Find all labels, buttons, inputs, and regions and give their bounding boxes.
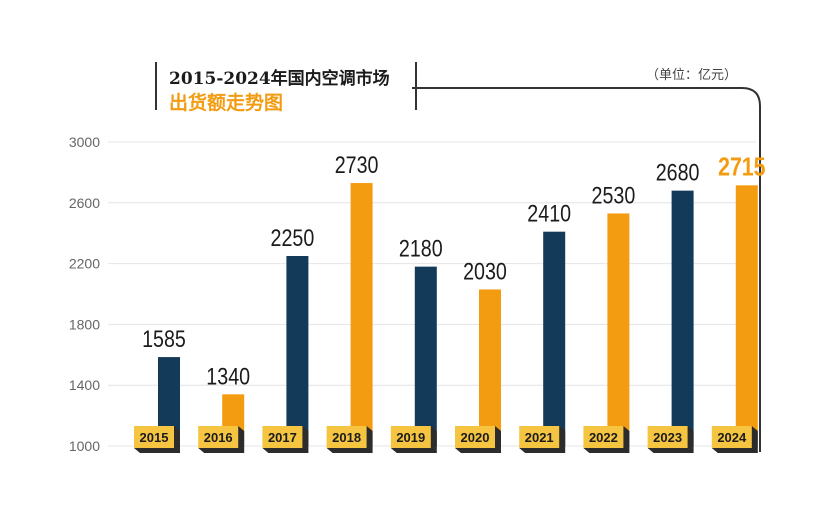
year-box xyxy=(519,426,560,448)
value-label-2015: 1585 xyxy=(142,325,186,352)
frame-line xyxy=(412,87,761,452)
year-label-2021: 2021 xyxy=(525,430,554,445)
value-label-2023: 2680 xyxy=(656,159,700,186)
bar-2024 xyxy=(735,185,758,446)
year-box xyxy=(198,426,239,448)
y-tick-label: 1800 xyxy=(69,316,100,332)
y-tick-label: 3000 xyxy=(69,134,100,150)
year-box xyxy=(390,426,431,448)
year-box xyxy=(326,426,367,448)
bar-2021 xyxy=(543,231,566,446)
bar-2017 xyxy=(286,256,309,446)
y-tick-label: 1000 xyxy=(69,438,100,454)
value-label-2020: 2030 xyxy=(463,258,507,285)
value-labels: 1585 1340 2250 2730 2180 2030 2410 2530 2680 2715 xyxy=(142,151,765,390)
value-label-2016: 1340 xyxy=(206,362,250,389)
bar-2023 xyxy=(671,190,694,446)
bar-2022 xyxy=(607,213,630,446)
value-label-2019: 2180 xyxy=(399,235,443,262)
bar-2015 xyxy=(158,357,180,446)
year-box xyxy=(262,426,303,448)
title-line-2: 出货额走势图 xyxy=(169,92,284,114)
chart-title: 2015-2024年国内空调市场 出货额走势图 xyxy=(155,60,417,114)
y-tick-label: 1400 xyxy=(69,377,100,393)
year-label-2020: 2020 xyxy=(461,430,490,445)
year-label-2016: 2016 xyxy=(204,430,233,445)
unit-label: （单位：亿元） xyxy=(646,68,738,83)
year-label-2015: 2015 xyxy=(140,430,169,445)
y-tick-label: 2200 xyxy=(69,256,100,272)
year-label-2024: 2024 xyxy=(717,430,747,445)
year-label-2023: 2023 xyxy=(653,430,682,445)
bar-2018 xyxy=(350,183,373,447)
year-labels: 2015 2016 2017 2018 2019 2020 2021 2022 2023 2024 xyxy=(134,426,758,453)
year-label-2018: 2018 xyxy=(332,430,361,445)
value-label-2021: 2410 xyxy=(527,200,571,227)
year-box xyxy=(711,426,752,448)
title-bracket-right xyxy=(415,62,417,110)
value-label-2018: 2730 xyxy=(335,151,379,178)
title-line-1: 2015-2024年国内空调市场 xyxy=(169,69,390,89)
year-label-2019: 2019 xyxy=(396,430,425,445)
y-axis: 1000 1400 1800 2200 2600 3000 xyxy=(69,134,100,454)
value-label-2022: 2530 xyxy=(592,182,636,209)
year-box xyxy=(134,426,174,448)
chart-frame xyxy=(412,87,761,452)
year-box xyxy=(455,426,495,448)
value-label-2017: 2250 xyxy=(271,224,315,251)
y-tick-label: 2600 xyxy=(69,195,100,211)
title-bracket-left xyxy=(155,62,157,110)
year-box xyxy=(583,426,624,448)
year-box xyxy=(647,426,688,448)
bar-2020 xyxy=(479,289,501,446)
year-label-2017: 2017 xyxy=(268,430,297,445)
bar-2019 xyxy=(414,266,437,446)
value-label-2024: 2715 xyxy=(718,152,765,182)
bars xyxy=(158,183,758,447)
year-label-2022: 2022 xyxy=(589,430,618,445)
